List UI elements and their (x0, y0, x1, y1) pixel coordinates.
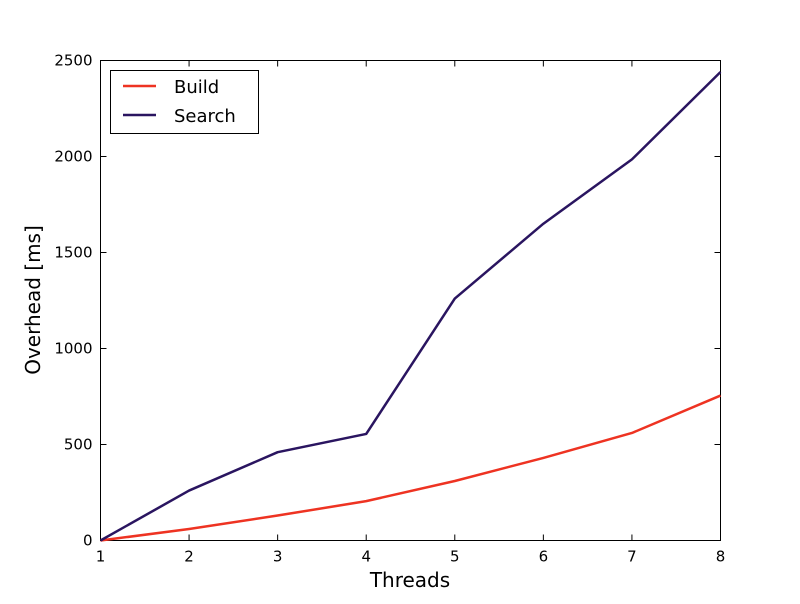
x-tick-label: 7 (627, 548, 637, 566)
x-tick-label: 6 (539, 548, 549, 566)
x-tick-label: 1 (96, 548, 106, 566)
x-tick-label: 8 (716, 548, 726, 566)
x-tick-label: 3 (273, 548, 283, 566)
y-tick-label: 2000 (54, 148, 92, 166)
y-tick-label: 1000 (54, 340, 92, 358)
y-tick-label: 1500 (54, 244, 92, 262)
y-tick-label: 500 (64, 436, 93, 454)
legend: Build Search (111, 71, 259, 134)
x-tick-label: 2 (184, 548, 194, 566)
x-axis-label: Threads (369, 568, 450, 592)
y-tick-label: 0 (83, 532, 93, 550)
x-tick-label: 5 (450, 548, 460, 566)
legend-label-build: Build (174, 77, 219, 98)
x-tick-label: 4 (361, 548, 371, 566)
y-axis-label: Overhead [ms] (21, 225, 45, 375)
legend-label-search: Search (174, 106, 236, 127)
y-tick-label: 2500 (54, 52, 92, 70)
